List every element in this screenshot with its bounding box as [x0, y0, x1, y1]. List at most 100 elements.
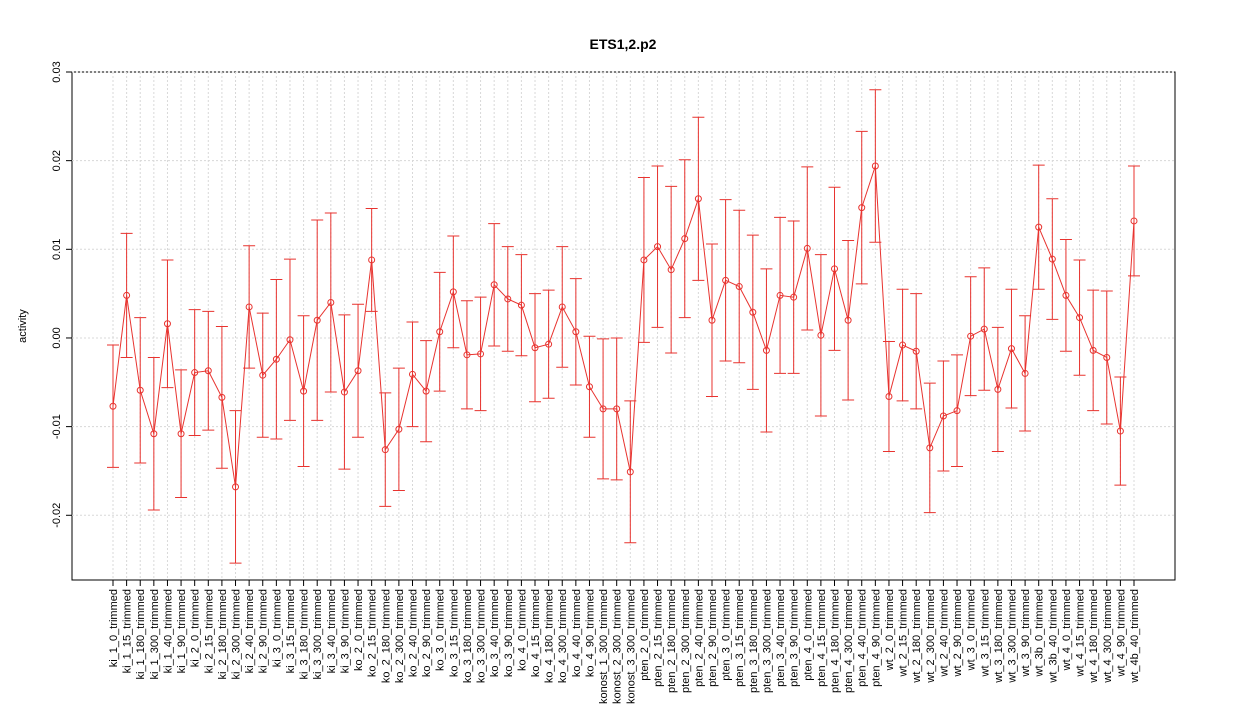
x-tick-label: wt_4_180_trimmed	[1088, 589, 1100, 684]
data-point	[1007, 345, 1015, 353]
x-tick-label: ko_3_180_trimmed	[462, 589, 474, 683]
x-tick-label: konost_3_300_trimmed	[625, 589, 637, 704]
x-tick-label: konost_2_300_trimmed	[612, 589, 624, 704]
x-tick-label: ko_4_300_trimmed	[557, 589, 569, 683]
error-bar	[923, 382, 936, 514]
data-point	[1062, 291, 1070, 299]
y-axis-label: activity	[17, 309, 29, 343]
x-tick-label: ko_3_90_trimmed	[503, 589, 515, 677]
x-tick-label: wt_2_180_trimmed	[911, 589, 923, 684]
error-bar	[1019, 315, 1032, 432]
error-bar	[243, 245, 256, 369]
error-bar	[1059, 239, 1072, 352]
x-tick-label: pten_4_0_trimmed	[802, 589, 814, 681]
data-point	[885, 392, 893, 400]
y-tick-label: -0.01	[51, 414, 63, 439]
error-bar	[678, 159, 691, 319]
x-tick-label: wt_3_15_trimmed	[979, 589, 991, 677]
error-bar	[420, 340, 433, 443]
error-bar	[1032, 164, 1045, 290]
x-tick-label: ko_3_15_trimmed	[448, 589, 460, 677]
x-tick-label: ki_1_40_trimmed	[162, 589, 174, 673]
error-bar	[474, 296, 487, 412]
data-point	[531, 344, 539, 352]
data-point	[585, 383, 593, 391]
error-bar	[1128, 165, 1140, 277]
error-bar	[1114, 376, 1127, 486]
x-tick-label: pten_3_90_trimmed	[789, 589, 801, 687]
error-bar	[882, 341, 895, 452]
error-bar	[392, 367, 405, 491]
data-point	[899, 341, 907, 349]
x-tick-label: ki_2_15_trimmed	[203, 589, 215, 673]
data-point	[831, 265, 839, 273]
x-tick-label: pten_4_180_trimmed	[830, 589, 842, 693]
data-point	[1103, 353, 1111, 361]
data-point	[994, 385, 1002, 393]
x-tick-label: ki_2_300_trimmed	[231, 589, 243, 680]
data-point	[109, 402, 117, 410]
error-bar	[801, 166, 814, 331]
data-point	[681, 235, 689, 243]
data-point	[504, 295, 512, 303]
x-tick-label: wt_2_90_trimmed	[952, 589, 964, 677]
error-bar	[256, 312, 269, 438]
error-bar	[542, 289, 555, 399]
error-bar	[746, 234, 759, 390]
x-tick-label: ko_3_300_trimmed	[476, 589, 488, 683]
x-tick-label: ki_1_180_trimmed	[135, 589, 147, 680]
data-point	[967, 332, 975, 340]
error-bar	[379, 392, 392, 507]
x-tick-label: wt_4_15_trimmed	[1075, 589, 1087, 677]
data-point	[980, 325, 988, 333]
data-point	[286, 336, 294, 344]
data-point	[368, 256, 376, 264]
error-bar	[937, 360, 950, 472]
data-point	[708, 316, 716, 324]
x-tick-label: wt_4_0_trimmed	[1061, 589, 1073, 671]
data-point	[749, 308, 757, 316]
error-bar	[1087, 289, 1100, 412]
error-bar	[951, 354, 964, 468]
y-tick-label: 0.03	[51, 61, 63, 82]
x-tick-label: pten_3_180_trimmed	[748, 589, 760, 693]
error-bar	[855, 130, 868, 285]
error-bar	[814, 254, 827, 417]
x-tick-label: pten_2_40_trimmed	[693, 589, 705, 687]
error-bar	[202, 310, 215, 431]
x-tick-label: wt_4_300_trimmed	[1102, 589, 1114, 684]
data-point	[259, 371, 267, 379]
x-tick-label: wt_4b_40_trimmed	[1129, 589, 1141, 684]
data-point	[340, 388, 348, 396]
x-tick-label: wt_3b_0_trimmed	[1034, 589, 1046, 677]
data-point	[1130, 217, 1138, 225]
x-tick-label: pten_2_180_trimmed	[666, 589, 678, 693]
x-tick-label: ko_3_40_trimmed	[489, 589, 501, 677]
x-tick-label: ko_4_180_trimmed	[544, 589, 556, 683]
data-point	[1021, 369, 1029, 377]
data-point	[1089, 346, 1097, 354]
data-point	[803, 244, 811, 252]
error-bar	[597, 338, 610, 480]
error-bar	[637, 177, 650, 343]
x-tick-label: ki_1_90_trimmed	[176, 589, 188, 673]
x-tick-label: konost_1_300_trimmed	[598, 589, 610, 704]
data-point	[640, 256, 648, 264]
error-bar	[705, 243, 718, 397]
error-bar	[719, 199, 732, 362]
error-bar	[147, 356, 160, 511]
error-bar	[665, 185, 678, 354]
error-bar	[447, 235, 460, 349]
error-bar	[460, 300, 473, 410]
x-tick-label: pten_4_300_trimmed	[843, 589, 855, 693]
x-tick-label: pten_2_90_trimmed	[707, 589, 719, 687]
error-bar	[283, 258, 296, 421]
x-tick-label: wt_2_40_trimmed	[938, 589, 950, 677]
x-tick-label: wt_3_300_trimmed	[1006, 589, 1018, 684]
x-tick-label: ko_4_40_trimmed	[571, 589, 583, 677]
data-point	[177, 430, 185, 438]
data-point	[654, 243, 662, 251]
error-bar	[229, 410, 242, 564]
error-bar	[978, 267, 991, 391]
x-tick-label: ko_4_15_trimmed	[530, 589, 542, 677]
